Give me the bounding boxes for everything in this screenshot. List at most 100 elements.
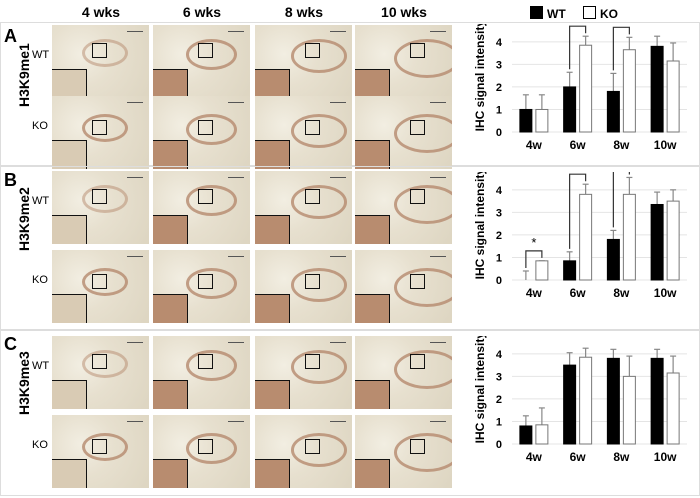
y-tick-label: 2 — [496, 394, 502, 406]
bar-ko — [622, 375, 636, 445]
y-tick-label: 5 — [496, 24, 502, 26]
row-label: WT — [32, 360, 50, 372]
micrograph — [255, 171, 352, 244]
micrograph — [52, 96, 149, 169]
magnified-inset — [355, 215, 390, 244]
scale-bar — [228, 256, 244, 257]
y-tick-label: 5 — [496, 336, 502, 338]
row-label: KO — [32, 274, 48, 286]
magnified-inset — [52, 215, 87, 244]
vessel — [291, 185, 347, 219]
micrograph — [255, 415, 352, 488]
vessel — [394, 350, 452, 389]
significance-star: * — [619, 24, 624, 26]
scale-bar — [430, 102, 446, 103]
vessel — [291, 114, 347, 148]
bar-ko — [535, 108, 549, 133]
vessel — [82, 185, 128, 213]
magnified-inset — [153, 69, 188, 98]
micrograph — [255, 336, 352, 409]
scale-bar — [228, 342, 244, 343]
micrograph — [355, 250, 452, 323]
inset-region-box — [305, 120, 320, 135]
y-tick-label: 0 — [496, 439, 502, 451]
magnified-inset — [255, 215, 290, 244]
row-label: KO — [32, 439, 48, 451]
bar-wt — [563, 86, 577, 133]
inset-region-box — [410, 43, 425, 58]
scale-bar — [127, 256, 143, 257]
row-label: WT — [32, 49, 50, 61]
micrograph — [153, 25, 250, 98]
bar-wt — [606, 90, 620, 133]
y-axis-label: IHC signal intensity — [473, 172, 487, 279]
micrograph — [52, 336, 149, 409]
y-tick-label: 5 — [496, 172, 502, 174]
bar-ko — [579, 193, 593, 281]
vessel — [291, 268, 347, 302]
bar-ko — [622, 193, 636, 281]
scale-bar — [228, 102, 244, 103]
micrograph — [153, 171, 250, 244]
inset-region-box — [410, 274, 425, 289]
bar-wt — [650, 203, 664, 281]
scale-bar — [330, 256, 346, 257]
vessel — [186, 39, 237, 70]
bar-ko — [535, 260, 549, 281]
bar-wt — [606, 357, 620, 445]
micrograph — [255, 250, 352, 323]
inset-region-box — [305, 354, 320, 369]
magnified-inset — [153, 459, 188, 488]
y-tick-label: 4 — [496, 185, 503, 197]
inset-region-box — [198, 189, 213, 204]
significance-bracket — [612, 172, 630, 228]
vessel — [291, 433, 347, 467]
bar-ko — [579, 44, 593, 133]
y-tick-label: 3 — [496, 371, 502, 383]
column-header-8wks: 8 wks — [284, 4, 324, 20]
vessel — [394, 268, 452, 307]
scale-bar — [228, 31, 244, 32]
column-header-10wks: 10 wks — [381, 4, 427, 20]
scale-bar — [430, 342, 446, 343]
magnified-inset — [355, 294, 390, 323]
y-tick-label: 3 — [496, 207, 502, 219]
scale-bar — [330, 31, 346, 32]
y-tick-label: 2 — [496, 82, 502, 94]
micrograph — [355, 25, 452, 98]
inset-region-box — [305, 439, 320, 454]
micrograph — [355, 171, 452, 244]
scale-bar — [330, 342, 346, 343]
magnified-inset — [52, 294, 87, 323]
magnified-inset — [153, 294, 188, 323]
column-header-4wks: 4 wks — [81, 4, 121, 20]
inset-region-box — [198, 439, 213, 454]
legend-swatch-wt — [530, 6, 543, 19]
y-tick-label: 0 — [496, 127, 502, 139]
micrograph — [153, 96, 250, 169]
x-tick-label: 4w — [526, 286, 543, 300]
vessel — [82, 350, 128, 378]
magnified-inset — [255, 140, 290, 169]
x-tick-label: 10w — [654, 138, 677, 152]
y-tick-label: 4 — [496, 349, 503, 361]
inset-region-box — [198, 43, 213, 58]
significance-bracket — [612, 26, 630, 71]
magnified-inset — [355, 140, 390, 169]
legend-label-ko: KO — [600, 7, 618, 21]
inset-region-box — [410, 120, 425, 135]
inset-region-box — [92, 274, 107, 289]
micrograph — [255, 96, 352, 169]
vessel — [394, 433, 452, 472]
inset-region-box — [305, 274, 320, 289]
bar-ko — [579, 356, 593, 445]
scale-bar — [430, 31, 446, 32]
inset-region-box — [92, 189, 107, 204]
vessel — [82, 268, 128, 296]
x-tick-label: 6w — [570, 286, 587, 300]
y-tick-label: 1 — [496, 252, 502, 264]
row-label: KO — [32, 120, 48, 132]
x-tick-label: 10w — [654, 286, 677, 300]
bar-wt — [650, 357, 664, 445]
vessel — [186, 350, 237, 381]
